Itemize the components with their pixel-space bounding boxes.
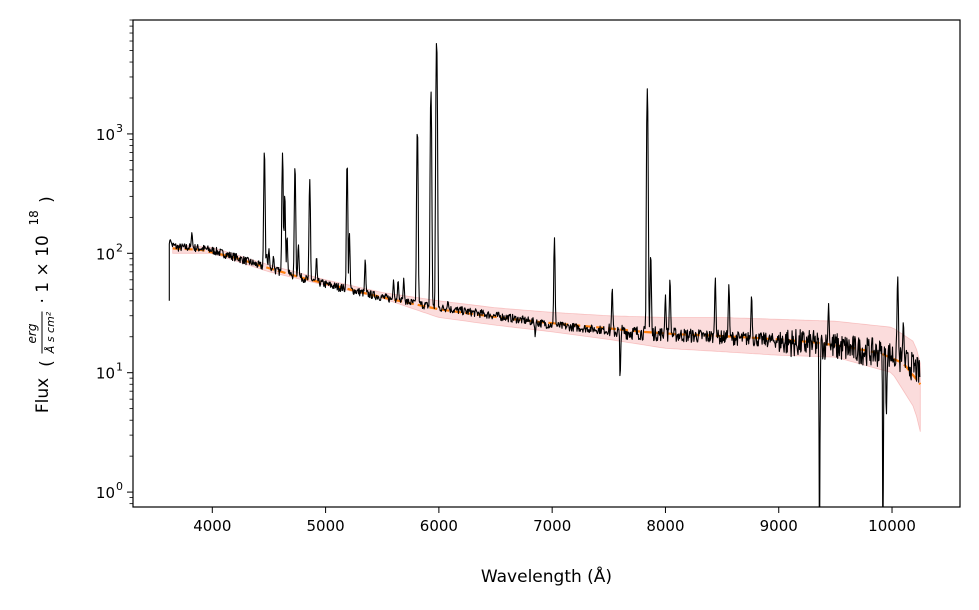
y-tick-exponent: 0 [116,480,123,493]
y-axis-paren-open: ( [37,360,57,367]
x-tick-label: 8000 [646,517,684,535]
y-axis-paren-close: ) [37,196,57,203]
y-tick-label: 10 [96,245,115,263]
y-tick-label: 10 [96,484,115,502]
x-tick-label: 4000 [193,517,231,535]
x-tick-label: 10000 [868,517,916,535]
spectrum-path [168,42,921,507]
y-tick-exponent: 3 [116,122,123,135]
x-axis: 4000 5000 6000 7000 8000 9000 10000 [193,507,916,535]
y-axis-prefix: Flux [33,378,53,413]
y-axis-multiplier: · 1 × 10 [33,235,53,303]
y-tick-label: 10 [96,365,115,383]
x-tick-label: 6000 [420,517,458,535]
y-tick-exponent: 2 [116,241,123,254]
x-axis-label: Wavelength (Å) [481,565,612,587]
spectrum-line [168,42,921,507]
y-axis-denominator: Å s cm² [44,311,57,354]
y-axis-numerator: erg [25,323,39,343]
y-axis-label: Flux ( erg Å s cm² · 1 × 10 18 ) [25,196,57,413]
y-tick-exponent: 1 [116,361,123,374]
y-axis-exponent: 18 [27,210,41,225]
x-tick-label: 9000 [760,517,798,535]
y-tick-label: 10 [96,126,115,144]
x-tick-label: 7000 [533,517,571,535]
x-tick-label: 5000 [306,517,344,535]
plot-frame [132,19,961,508]
